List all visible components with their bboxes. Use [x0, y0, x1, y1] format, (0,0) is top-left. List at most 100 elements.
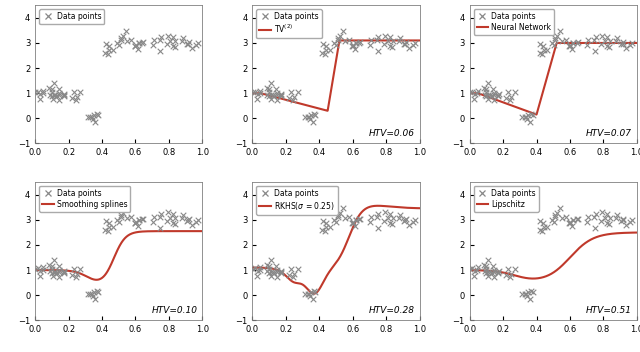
Point: [252, 96, 262, 102]
Point: [310, 112, 321, 118]
Point: [288, 274, 298, 280]
Point: [332, 219, 342, 225]
Point: [597, 210, 607, 215]
Point: [481, 94, 491, 99]
Point: [564, 220, 575, 226]
Point: [547, 40, 557, 46]
Point: [591, 34, 601, 40]
Point: [54, 267, 65, 272]
Point: [573, 39, 583, 45]
Point: [100, 50, 110, 56]
Point: [351, 217, 362, 222]
Point: [517, 291, 527, 297]
Point: [168, 220, 178, 225]
Point: [85, 291, 95, 297]
Point: [550, 35, 560, 41]
Point: [115, 35, 125, 41]
Point: [178, 213, 188, 218]
Point: [338, 205, 348, 210]
Point: [379, 42, 389, 47]
Point: [506, 271, 516, 277]
Point: [133, 217, 143, 223]
Point: [488, 263, 498, 269]
Point: [618, 41, 628, 46]
Point: [83, 114, 93, 120]
Point: [131, 42, 141, 48]
Point: [93, 112, 104, 118]
Point: [465, 89, 475, 95]
Point: [401, 40, 411, 45]
Point: [112, 40, 122, 46]
Point: [385, 220, 396, 225]
Point: [92, 112, 102, 117]
Point: [184, 216, 194, 222]
Point: [350, 223, 360, 228]
Point: [372, 48, 383, 54]
Point: [383, 38, 393, 44]
Point: [250, 266, 260, 271]
Point: [309, 112, 319, 117]
Point: [292, 266, 303, 272]
Point: [30, 266, 40, 272]
Point: [255, 267, 265, 273]
Point: [170, 215, 180, 221]
Point: [552, 210, 563, 216]
Point: [318, 218, 328, 224]
Point: [537, 51, 547, 57]
Point: [252, 268, 262, 274]
Point: [262, 86, 272, 91]
Point: [54, 269, 65, 275]
Point: [88, 116, 98, 122]
Point: [602, 220, 612, 225]
Point: [548, 219, 559, 225]
Point: [564, 44, 575, 49]
Point: [379, 218, 389, 224]
Point: [483, 92, 493, 98]
Text: HTV=0.28: HTV=0.28: [369, 306, 415, 315]
Point: [618, 218, 628, 223]
Point: [155, 38, 165, 43]
Point: [522, 116, 532, 122]
Point: [148, 42, 158, 48]
Point: [344, 214, 354, 220]
Point: [300, 291, 310, 297]
Point: [355, 39, 365, 45]
Point: [347, 220, 357, 226]
Point: [621, 46, 632, 51]
Point: [472, 88, 483, 93]
Point: [472, 265, 483, 270]
Point: [187, 46, 197, 51]
Point: [54, 275, 65, 280]
Legend: Data points, RKHS($\sigma$ = 0.25): Data points, RKHS($\sigma$ = 0.25): [256, 186, 338, 215]
Point: [264, 266, 274, 271]
Point: [118, 210, 128, 216]
Point: [351, 40, 362, 46]
Point: [162, 42, 172, 47]
Point: [49, 269, 59, 275]
Point: [47, 94, 57, 99]
Point: [618, 40, 628, 45]
Point: [355, 40, 365, 45]
Point: [38, 265, 48, 270]
Point: [264, 270, 274, 276]
Point: [395, 213, 405, 218]
Point: [129, 220, 140, 226]
Point: [170, 221, 180, 226]
Point: [138, 39, 148, 45]
Point: [35, 268, 45, 274]
Point: [92, 289, 102, 294]
Point: [104, 225, 115, 230]
Point: [156, 225, 166, 231]
Point: [137, 216, 147, 222]
Point: [385, 43, 396, 49]
Point: [289, 271, 300, 277]
Point: [155, 214, 165, 220]
Point: [583, 37, 593, 43]
Point: [479, 269, 490, 274]
Point: [93, 289, 104, 295]
Point: [304, 114, 314, 120]
Point: [602, 211, 612, 217]
Point: [479, 86, 489, 91]
Point: [266, 273, 276, 278]
Text: HTV=0.07: HTV=0.07: [586, 129, 632, 138]
